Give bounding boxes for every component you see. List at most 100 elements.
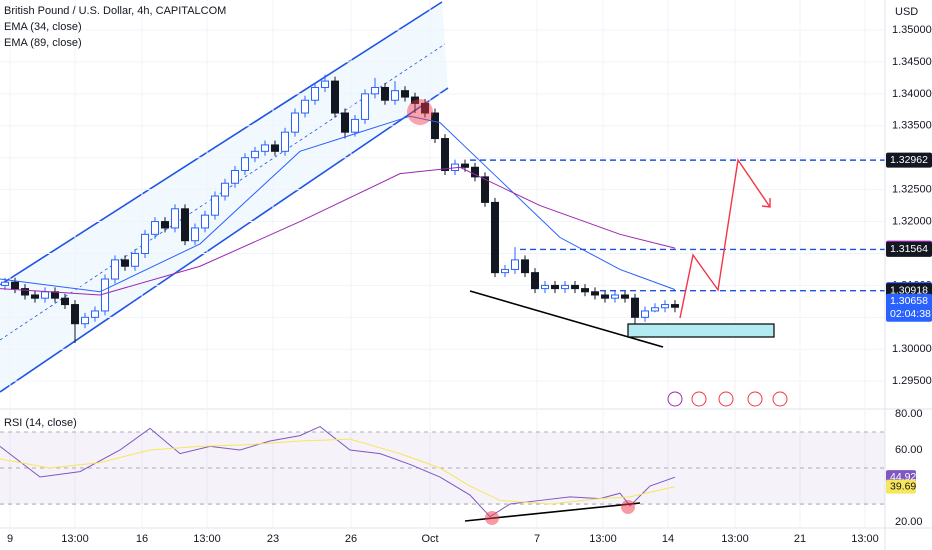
countdown: 02:04:38 [890, 308, 931, 320]
candle-body [401, 90, 409, 98]
candle [441, 134, 449, 175]
x-tick-label: 13:00 [589, 533, 617, 545]
candle [621, 290, 629, 303]
candle [361, 89, 369, 124]
candle-body [311, 86, 319, 101]
candle-body [91, 310, 99, 318]
candle-body [491, 201, 499, 274]
candle-body [551, 284, 559, 290]
candle [471, 162, 479, 182]
event-icon[interactable] [667, 391, 683, 407]
y-tick-label: 1.35000 [892, 24, 932, 36]
candle [141, 229, 149, 258]
candle-body [581, 288, 589, 293]
legend-entry: EMA (89, close) [4, 37, 82, 49]
candle [481, 172, 489, 207]
candle [561, 280, 569, 294]
price-badge-label: 1.32962 [890, 154, 928, 166]
candle [291, 108, 299, 137]
y-tick-label: 1.32000 [892, 215, 932, 227]
candle-body [11, 281, 19, 290]
y-tick-label: 1.32500 [892, 184, 932, 196]
candle [31, 290, 39, 303]
candle-body [221, 182, 229, 197]
candle [521, 255, 529, 278]
candle-body [641, 310, 649, 318]
candle [651, 303, 659, 313]
candle-body [361, 93, 369, 120]
candle-body [261, 144, 269, 152]
candle [271, 140, 279, 156]
candle [581, 284, 589, 297]
candle [241, 153, 249, 175]
x-tick-label: 13:00 [721, 533, 749, 545]
event-icon[interactable] [718, 391, 734, 407]
candle-body [201, 214, 209, 229]
event-icons [667, 391, 788, 407]
candle [121, 255, 129, 271]
x-tick-label: Oct [421, 533, 438, 545]
x-tick-label: 13:00 [851, 533, 879, 545]
candle-body [661, 304, 669, 309]
candle-body [141, 233, 149, 254]
candle [641, 306, 649, 322]
candle-body [591, 291, 599, 296]
channel-mid [0, 43, 446, 341]
candle-body [481, 176, 489, 203]
candle-body [501, 268, 509, 274]
arrow-head [761, 198, 771, 208]
candle [211, 191, 219, 220]
candle [411, 92, 419, 114]
candle [431, 108, 439, 144]
x-tick-label: 21 [794, 533, 806, 545]
candle [311, 83, 319, 105]
candle-body [271, 144, 279, 152]
event-icon[interactable] [772, 391, 788, 407]
candle-body [61, 297, 69, 306]
candle [251, 146, 259, 163]
candle [61, 293, 69, 310]
candle [191, 223, 199, 246]
candle [501, 264, 509, 278]
candle-body [181, 208, 189, 242]
event-icon[interactable] [747, 391, 763, 407]
candle [161, 217, 169, 233]
candle-body [341, 112, 349, 133]
candle [21, 284, 29, 300]
candle [401, 86, 409, 102]
candle [491, 197, 499, 278]
price-badge [886, 241, 932, 257]
candle-body [371, 86, 379, 95]
candle-body [461, 163, 469, 168]
rsi-highlight [621, 500, 635, 514]
candle-body [291, 112, 299, 133]
candle [511, 247, 519, 274]
candle [321, 74, 329, 92]
candle [131, 249, 139, 271]
candle-body [111, 259, 119, 280]
event-icon[interactable] [691, 391, 707, 407]
indicator-line [0, 115, 676, 293]
price-badge [886, 293, 932, 322]
candle-body [541, 284, 549, 290]
candle-body [251, 150, 259, 159]
highlight-circle [407, 99, 433, 125]
candle [281, 127, 289, 156]
x-tick-label: 16 [136, 533, 148, 545]
price-badge-label: 1.30658 [890, 295, 928, 307]
candle-body [331, 80, 339, 114]
currency-label: USD [895, 6, 918, 18]
candle [531, 268, 539, 294]
candle-body [1, 281, 9, 286]
candle-body [101, 278, 109, 312]
y-tick-label: 20.00 [895, 516, 923, 528]
candle-body [521, 259, 529, 274]
candle-body [531, 272, 539, 290]
candle [541, 280, 549, 294]
value-badge-label: 39.69 [890, 480, 916, 492]
candle [81, 312, 89, 329]
x-tick-label: 26 [345, 533, 357, 545]
candle-body [471, 166, 479, 178]
candle-body [441, 138, 449, 171]
